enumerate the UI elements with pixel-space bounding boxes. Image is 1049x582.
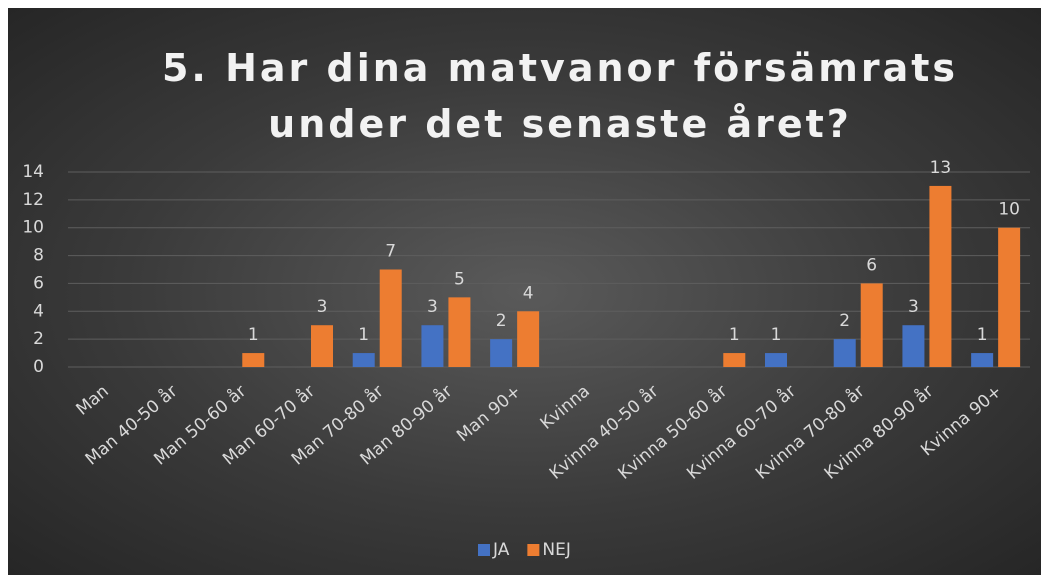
y-tick-label: 4 (33, 301, 44, 321)
legend-label: NEJ (542, 540, 570, 560)
data-label: 5 (454, 269, 465, 289)
y-tick-label: 8 (33, 246, 44, 266)
bar (421, 325, 444, 367)
bar (311, 325, 333, 367)
x-tick-label: Kvinna (537, 381, 594, 434)
data-label: 1 (248, 325, 259, 345)
legend-swatch (527, 544, 540, 556)
data-label: 1 (358, 325, 369, 345)
y-tick-label: 0 (33, 357, 44, 377)
data-label: 6 (866, 255, 877, 275)
bar (765, 353, 787, 367)
data-label: 13 (930, 158, 952, 178)
data-label: 1 (977, 325, 988, 345)
y-tick-label: 14 (22, 162, 44, 182)
x-tick-label: Man 90+ (453, 381, 525, 446)
bar (902, 325, 925, 367)
bar (448, 297, 471, 367)
bar (379, 269, 402, 367)
chart-title: 5. Har dina matvanor försämrats under de… (161, 46, 959, 146)
legend-label: JA (492, 540, 510, 560)
bar (723, 353, 746, 367)
bar (242, 353, 265, 367)
data-label: 1 (729, 325, 740, 345)
bar (833, 339, 856, 367)
data-label: 1 (771, 325, 782, 345)
bar (971, 353, 994, 367)
data-label: 2 (496, 311, 507, 331)
data-label: 4 (523, 283, 534, 303)
data-label: 10 (998, 200, 1020, 220)
bar (860, 283, 883, 367)
bar (517, 311, 540, 367)
data-label: 3 (317, 297, 328, 317)
bar (998, 227, 1021, 367)
data-label: 3 (908, 297, 919, 317)
bar (352, 353, 375, 367)
data-label: 3 (427, 297, 438, 317)
y-tick-label: 6 (33, 273, 44, 293)
data-label: 2 (839, 311, 850, 331)
y-tick-label: 10 (22, 218, 44, 238)
y-tick-label: 2 (33, 329, 44, 349)
y-tick-label: 12 (22, 190, 44, 210)
bar (490, 339, 513, 367)
bar (929, 185, 952, 367)
x-tick-label: Man (72, 381, 112, 419)
data-label: 7 (385, 242, 396, 262)
legend-swatch (478, 544, 490, 556)
